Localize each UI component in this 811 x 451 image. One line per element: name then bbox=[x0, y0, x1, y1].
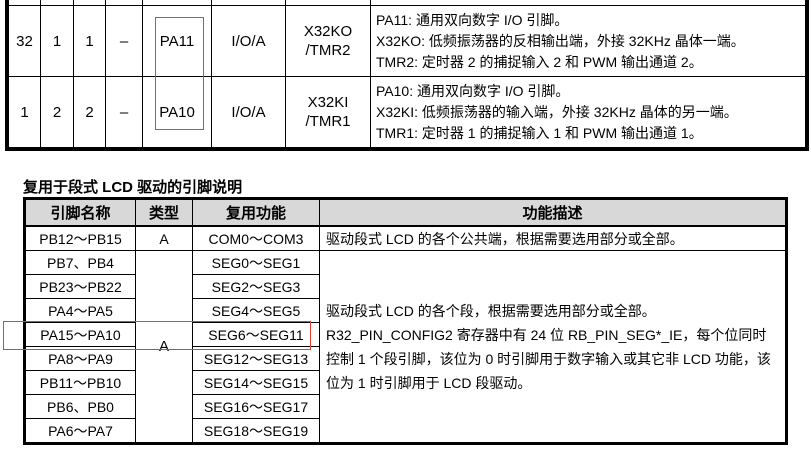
pin-name-cell: PB12～PB15 bbox=[25, 225, 136, 251]
pin-name-cell: PA6～PA7 bbox=[25, 418, 136, 443]
description-line: X32KO: 低频振荡器的反相输出端，外接 32KHz 晶体一端。 bbox=[376, 32, 745, 49]
table-row-pa11: 32 1 1 – PA11 I/O/A X32KO /TMR2 PA11: 通用… bbox=[8, 5, 806, 77]
pin-type-cell: A bbox=[135, 225, 193, 251]
alt-function-line: /TMR1 bbox=[305, 113, 351, 130]
pin-name-cell: PB23～PB22 bbox=[25, 274, 136, 299]
lcd-row-seg: PB6、PB0 SEG16～SEG17 bbox=[25, 394, 786, 419]
alt-function-line: X32KO bbox=[303, 23, 353, 40]
alt-function-line: X32KI bbox=[307, 94, 349, 111]
pin-function-description-cell: PA11: 通用双向数字 I/O 引脚。 X32KO: 低频振荡器的反相输出端，… bbox=[370, 5, 806, 77]
header-alt-function: 复用功能 bbox=[192, 199, 320, 227]
alt-function-cell: SEG4～SEG5 bbox=[192, 298, 320, 323]
pin-number-cell: – bbox=[105, 5, 143, 77]
pin-number-cell: 2 bbox=[40, 76, 74, 148]
lcd-table-header-row: 引脚名称 类型 复用功能 功能描述 bbox=[25, 199, 786, 227]
pin-description-table: 32 1 1 – PA11 I/O/A X32KO /TMR2 PA11: 通用… bbox=[5, 0, 809, 151]
pin-name-cell: PB7、PB4 bbox=[25, 250, 136, 275]
pin-name-cell: PA11 bbox=[142, 5, 212, 77]
pin-name-cell: PB6、PB0 bbox=[25, 394, 136, 419]
lcd-row-seg: PA6～PA7 SEG18～SEG19 bbox=[25, 418, 786, 443]
pin-number-cell: – bbox=[105, 76, 143, 148]
pin-name-cell: PA15～PA10 bbox=[25, 322, 136, 347]
pin-name-cell: PA10 bbox=[142, 76, 212, 148]
pin-number-cell: 1 bbox=[8, 76, 41, 148]
pin-type-merged-cell: A bbox=[135, 250, 193, 443]
alt-function-cell: COM0～COM3 bbox=[192, 225, 320, 251]
alt-function-cell: SEG6～SEG11 bbox=[192, 322, 320, 347]
alt-function-cell: SEG18～SEG19 bbox=[192, 418, 320, 443]
pin-name-cell: PB11～PB10 bbox=[25, 370, 136, 395]
pin-type-cell: I/O/A bbox=[211, 5, 286, 77]
header-function-description: 功能描述 bbox=[319, 199, 786, 227]
pin-function-description-cell: PA10: 通用双向数字 I/O 引脚。 X32KI: 低频振荡器的输入端，外接… bbox=[370, 76, 806, 148]
function-description-cell: 驱动段式 LCD 的各个公共端，根据需要选用部分或全部。 bbox=[319, 225, 786, 251]
alt-function-cell: SEG14～SEG15 bbox=[192, 370, 320, 395]
lcd-row-com: PB12～PB15 A COM0～COM3 驱动段式 LCD 的各个公共端，根据… bbox=[25, 225, 786, 251]
description-line: PA10: 通用双向数字 I/O 引脚。 bbox=[376, 82, 570, 99]
pin-number-cell: 32 bbox=[8, 5, 41, 77]
pin-type-cell: I/O/A bbox=[211, 76, 286, 148]
lcd-row-seg: PB11～PB10 SEG14～SEG15 bbox=[25, 370, 786, 395]
alt-function-cell: X32KO /TMR2 bbox=[285, 5, 371, 77]
lcd-pin-table: 引脚名称 类型 复用功能 功能描述 PB12～PB15 A COM0～COM3 … bbox=[23, 197, 788, 445]
pin-number-cell: 1 bbox=[40, 5, 74, 77]
section-title: 复用于段式 LCD 驱动的引脚说明 bbox=[23, 179, 243, 196]
description-paragraph: R32_PIN_CONFIG2 寄存器中有 24 位 RB_PIN_SEG*_I… bbox=[326, 326, 771, 391]
alt-function-cell: X32KI /TMR1 bbox=[285, 76, 371, 148]
description-line: X32KI: 低频振荡器的输入端，外接 32KHz 晶体的另一端。 bbox=[376, 103, 738, 120]
header-pin-name: 引脚名称 bbox=[25, 199, 136, 227]
alt-function-line: /TMR2 bbox=[305, 42, 351, 59]
description-paragraph: 驱动段式 LCD 的各个段，根据需要选用部分或全部。 bbox=[326, 302, 656, 319]
function-description-merged-cell: 驱动段式 LCD 的各个段，根据需要选用部分或全部。 R32_PIN_CONFI… bbox=[319, 250, 786, 443]
description-line: TMR1: 定时器 1 的捕捉输入 1 和 PWM 输出通道 1。 bbox=[376, 124, 703, 141]
lcd-row-seg: PA8～PA9 SEG12～SEG13 bbox=[25, 346, 786, 371]
pin-name-cell: PA8～PA9 bbox=[25, 346, 136, 371]
description-line: TMR2: 定时器 2 的捕捉输入 2 和 PWM 输出通道 2。 bbox=[376, 53, 703, 70]
table-row-pa10: 1 2 2 – PA10 I/O/A X32KI /TMR1 PA10: 通用双… bbox=[8, 76, 806, 148]
header-type: 类型 bbox=[135, 199, 193, 227]
lcd-row-seg: PA4～PA5 SEG4～SEG5 bbox=[25, 298, 786, 323]
pin-number-cell: 2 bbox=[73, 76, 106, 148]
alt-function-cell: SEG2～SEG3 bbox=[192, 274, 320, 299]
lcd-row-seg-highlighted: PA15～PA10 SEG6～SEG11 bbox=[25, 322, 786, 347]
alt-function-cell: SEG16～SEG17 bbox=[192, 394, 320, 419]
description-line: PA11: 通用双向数字 I/O 引脚。 bbox=[376, 11, 569, 28]
alt-function-cell: SEG12～SEG13 bbox=[192, 346, 320, 371]
pin-number-cell: 1 bbox=[73, 5, 106, 77]
lcd-row-seg: PB7、PB4 A SEG0～SEG1 驱动段式 LCD 的各个段，根据需要选用… bbox=[25, 250, 786, 443]
alt-function-cell: SEG0～SEG1 bbox=[192, 250, 320, 275]
pin-name-cell: PA4～PA5 bbox=[25, 298, 136, 323]
